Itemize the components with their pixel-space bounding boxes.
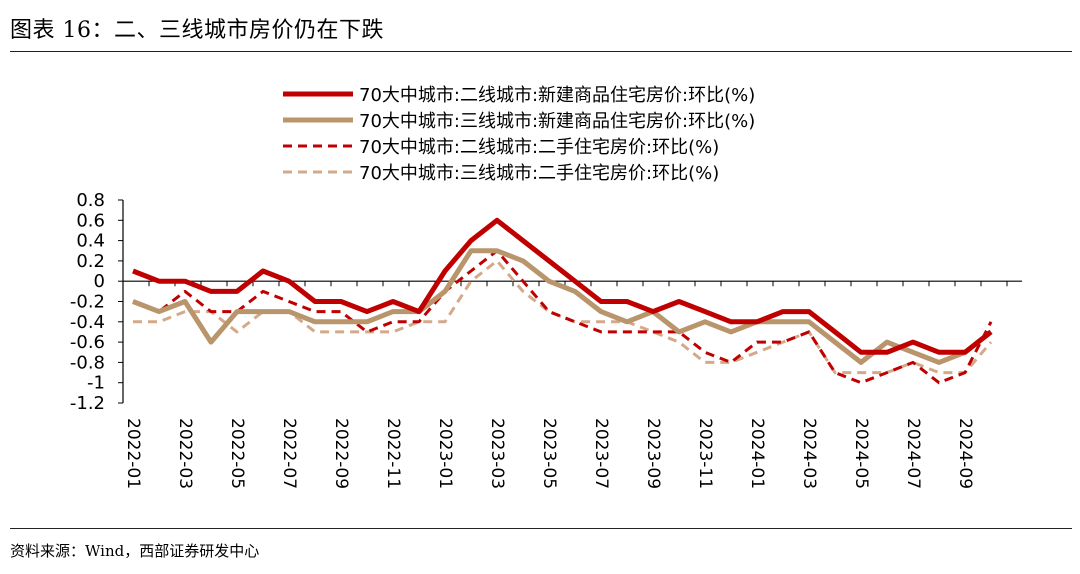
figure-title: 图表 16：二、三线城市房价仍在下跌: [10, 18, 384, 43]
chart-legend: 70大中城市:二线城市:新建商品住宅房价:环比(%) 70大中城市:三线城市:新建…: [283, 85, 755, 184]
y-tick-label: -0.6: [70, 332, 105, 353]
legend-label: 70大中城市:二线城市:新建商品住宅房价:环比(%): [359, 85, 755, 106]
series-line-3: [132, 249, 993, 385]
x-tick-label: 2023-01: [435, 418, 455, 489]
x-tick-label: 2022-07: [279, 418, 299, 489]
x-tick-label: 2024-09: [955, 418, 975, 489]
x-tick-label: 2023-05: [539, 418, 559, 489]
top-rule: [10, 51, 1072, 52]
y-tick-label: 0.2: [76, 251, 105, 272]
y-tick-label: 0.4: [76, 231, 105, 252]
series-layer: [132, 217, 993, 385]
x-tick-label: 2024-05: [851, 418, 871, 489]
x-tick-label: 2023-07: [591, 418, 611, 489]
legend-label: 70大中城市:三线城市:二手住宅房价:环比(%): [359, 163, 719, 184]
x-tick-label: 2022-05: [227, 418, 247, 489]
y-tick-label: 0: [94, 271, 105, 292]
x-tick-label: 2024-03: [799, 418, 819, 489]
x-tick-label: 2023-03: [487, 418, 507, 489]
x-tick-label: 2022-03: [175, 418, 195, 489]
x-tick-label: 2022-01: [123, 418, 143, 489]
y-tick-label: -0.8: [70, 352, 105, 373]
source-note: 资料来源：Wind，西部证券研发中心: [10, 542, 260, 560]
x-tick-label: 2022-11: [383, 418, 403, 489]
bottom-rule: [10, 528, 1072, 529]
y-tick-label: -0.2: [70, 292, 105, 313]
series-line-2: [132, 248, 993, 365]
x-tick-label: 2022-09: [331, 418, 351, 489]
legend-label: 70大中城市:二线城市:二手住宅房价:环比(%): [359, 137, 719, 158]
x-tick-label: 2023-11: [695, 418, 715, 489]
x-axis: 2022-01 2022-03 2022-05 2022-07 2022-09 2022-…: [122, 280, 1022, 489]
y-tick-label: -0.4: [70, 312, 105, 333]
y-tick-label: 0.6: [76, 210, 105, 231]
y-axis: 0.80.60.40.20-0.2-0.4-0.6-0.8-1-1.2: [70, 190, 124, 414]
y-tick-label: -1.2: [70, 393, 105, 414]
series-line-1: [132, 217, 993, 355]
legend-label: 70大中城市:三线城市:新建商品住宅房价:环比(%): [359, 111, 755, 132]
y-tick-label: 0.8: [76, 190, 105, 211]
x-tick-label: 2023-09: [643, 418, 663, 489]
y-tick-label: -1: [87, 373, 105, 394]
series-line-4: [133, 259, 993, 375]
x-tick-label: 2024-01: [747, 418, 767, 489]
x-tick-label: 2024-07: [903, 418, 923, 489]
